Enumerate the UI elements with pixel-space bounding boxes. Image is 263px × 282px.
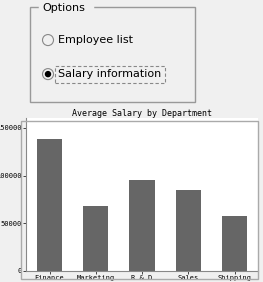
Text: Options: Options [42,3,85,13]
Text: Employee list: Employee list [58,35,133,45]
Text: Salary information: Salary information [58,69,161,79]
Circle shape [43,35,53,46]
Bar [83,206,109,271]
Bar [222,217,247,271]
Bar [30,7,195,102]
Title: Average Salary by Department: Average Salary by Department [72,109,212,118]
Bar [37,139,62,271]
Circle shape [45,72,50,77]
Circle shape [43,69,53,80]
Bar [129,180,155,271]
Bar [175,190,201,271]
